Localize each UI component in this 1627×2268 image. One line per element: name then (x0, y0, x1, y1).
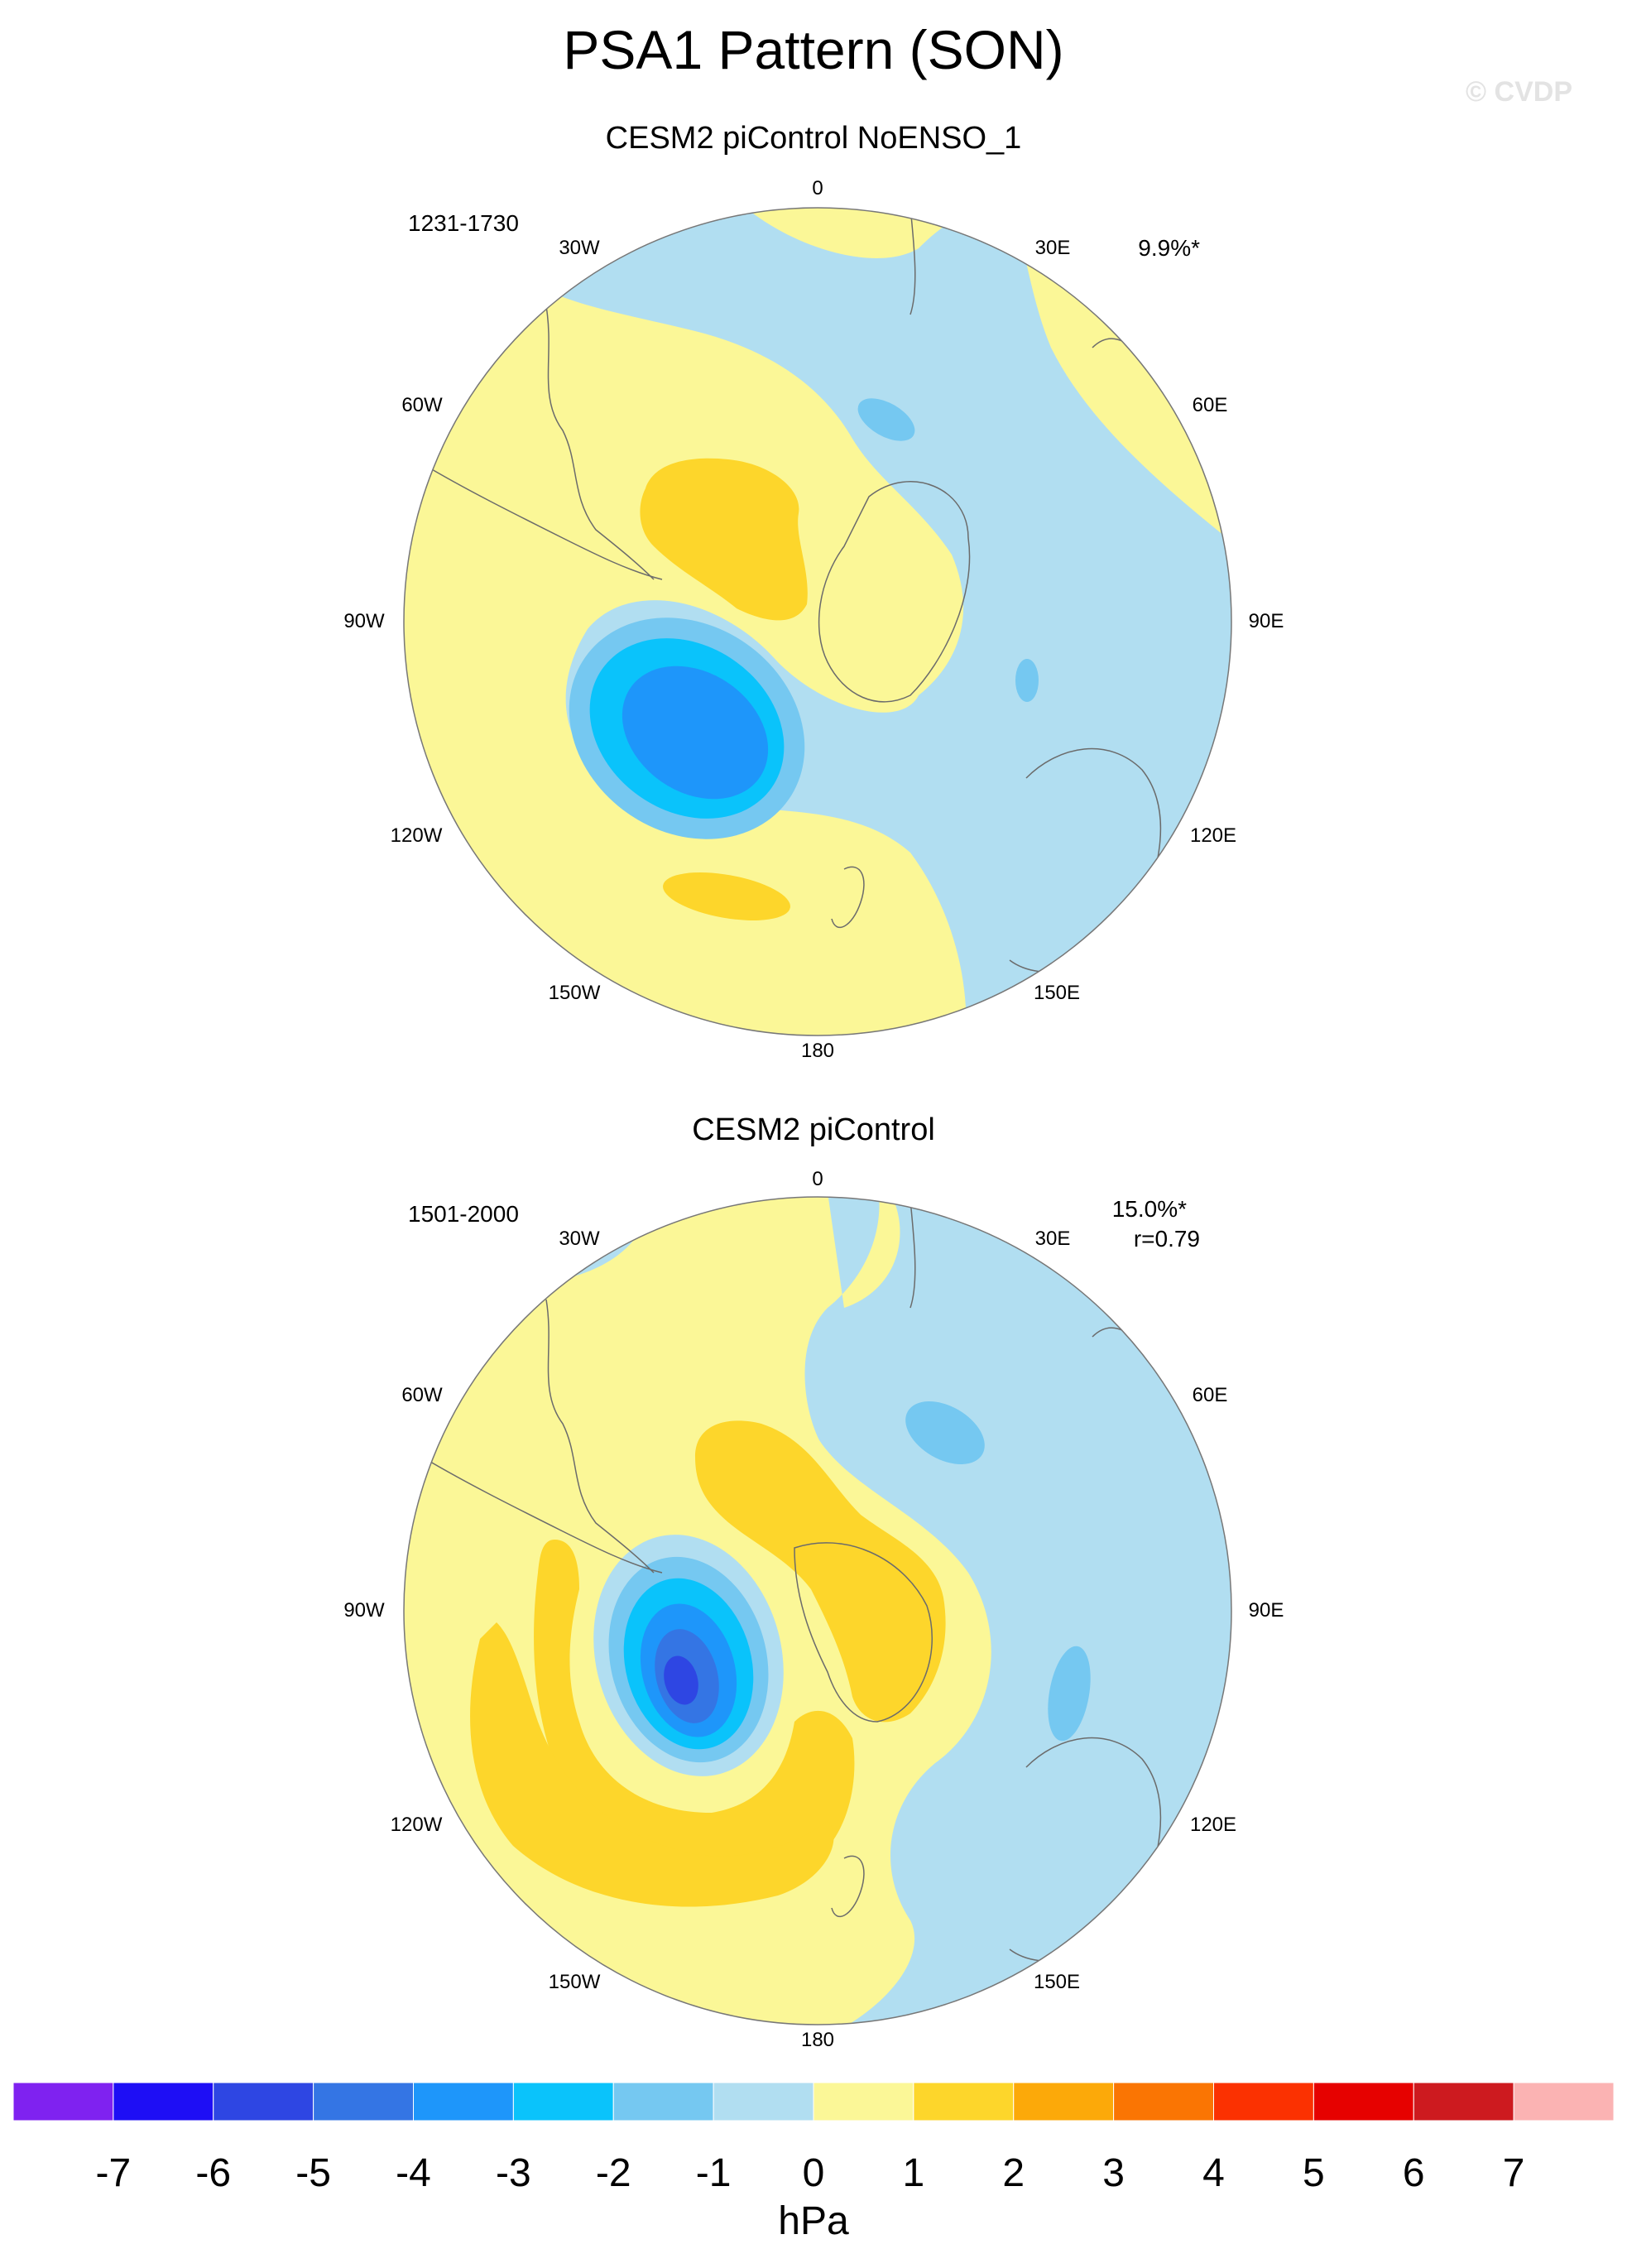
panel-2-lon-60w: 60W (401, 1384, 443, 1406)
colorbar-tick-label: -4 (396, 2151, 431, 2195)
panel-2-lon-120w: 120W (390, 1814, 443, 1836)
colorbar-tick-label: -3 (496, 2151, 531, 2195)
panel-1-contour-plus1-antarctic-peninsula (640, 458, 808, 621)
colorbar-tick-label: 4 (1202, 2151, 1225, 2195)
panel-2-negative-region (804, 1197, 1231, 2025)
panel-1-map-border (403, 207, 1232, 1036)
panel-1-title: CESM2 piControl NoENSO_1 (605, 121, 1022, 156)
colorbar-swatch (913, 2082, 1015, 2121)
panel-1-lon-60w: 60W (401, 394, 443, 416)
panel-2-lon-180: 180 (800, 2029, 835, 2051)
panel-2-contour-plus1-peninsula (695, 1420, 946, 1723)
panel-1-lon-150e: 150E (1033, 982, 1081, 1004)
panel-1-lon-60e: 60E (1192, 394, 1228, 416)
colorbar-swatch (213, 2082, 314, 2121)
panel-2-title: CESM2 piControl (692, 1112, 935, 1147)
colorbar-swatch (813, 2082, 914, 2121)
panel-2-lon-0: 0 (812, 1168, 823, 1190)
colorbar-tick-label: 1 (902, 2151, 925, 2195)
panel-2-negative-blob-indian (1048, 1646, 1091, 1742)
figure-title: PSA1 Pattern (SON) (563, 19, 1064, 80)
panel-2-lon-120e: 120E (1189, 1814, 1237, 1836)
panel-2-lon-30w: 30W (559, 1228, 600, 1250)
colorbar-tick-label: 2 (1002, 2151, 1025, 2195)
panel-1-map (404, 208, 1231, 1035)
panel-1-lon-30w: 30W (559, 237, 600, 259)
panel-2-correlation: r=0.79 (1133, 1226, 1200, 1252)
colorbar-tick-label: 3 (1102, 2151, 1125, 2195)
panel-2-lon-150e: 150E (1033, 1971, 1081, 1993)
panel-2-years: 1501-2000 (408, 1201, 519, 1227)
panel-2-lon-90e: 90E (1248, 1599, 1284, 1622)
panel-1-negative-blob-south-atlantic (857, 398, 915, 441)
watermark: © CVDP (1466, 76, 1572, 108)
colorbar-tick-label: -2 (595, 2151, 631, 2195)
panel-2-map (404, 1197, 1231, 2025)
colorbar-swatch (113, 2082, 214, 2121)
colorbar-swatch (313, 2082, 414, 2121)
panel-1-lon-0: 0 (812, 177, 823, 199)
panel-2-negative-blob-south-atlantic (905, 1401, 985, 1464)
panel-2-variance: 15.0%* (1111, 1196, 1187, 1222)
panel-1-contour-plus1-pacific (663, 872, 790, 920)
colorbar-tick-label: -7 (95, 2151, 132, 2195)
colorbar-swatch (1513, 2082, 1615, 2121)
colorbar-tick-label: 6 (1402, 2151, 1425, 2195)
panel-1-lon-150w: 150W (548, 982, 601, 1004)
colorbar-tick-label: -6 (195, 2151, 232, 2195)
panel-2-lon-60e: 60E (1192, 1384, 1228, 1406)
colorbar-swatch (12, 2082, 114, 2121)
colorbar-swatch (713, 2082, 814, 2121)
colorbar-swatch (1013, 2082, 1115, 2121)
panel-1-lon-120w: 120W (390, 824, 443, 847)
panel-2-lon-150w: 150W (548, 1971, 601, 1993)
panel-1-negative-region (530, 208, 1231, 1035)
panel-2-contour-minus6 (664, 1655, 698, 1705)
panel-1-negative-blob-indian (1015, 659, 1039, 702)
panel-1-lon-180: 180 (800, 1040, 835, 1062)
colorbar-tick-label: -5 (295, 2151, 331, 2195)
colorbar-swatch (612, 2082, 714, 2121)
panel-2-map-border (403, 1196, 1232, 2025)
panel-1-lon-120e: 120E (1189, 824, 1237, 847)
panel-1-variance: 9.9%* (1138, 235, 1200, 261)
colorbar-tick-label: 5 (1303, 2151, 1325, 2195)
colorbar-swatch (1113, 2082, 1214, 2121)
colorbar-swatch (1313, 2082, 1414, 2121)
panel-1-lon-30e: 30E (1034, 237, 1071, 259)
colorbar-tick-label: 7 (1502, 2151, 1525, 2195)
panel-1-lon-90e: 90E (1248, 610, 1284, 632)
colorbar-units: hPa (778, 2199, 849, 2243)
colorbar-swatch (1413, 2082, 1514, 2121)
panel-2-lon-90w: 90W (343, 1599, 385, 1622)
panel-1-lon-90w: 90W (343, 610, 385, 632)
colorbar-swatch (512, 2082, 614, 2121)
colorbar-tick-label: -1 (695, 2151, 732, 2195)
colorbar-tick-label: 0 (802, 2151, 825, 2195)
colorbar (12, 2082, 1615, 2121)
panel-1-contour-minus4 (622, 666, 769, 800)
panel-2-contour-plus1-south-pacific (470, 1622, 834, 1907)
panel-2-contour-plus1-horseshoe (534, 1540, 855, 1877)
colorbar-swatch (413, 2082, 514, 2121)
panel-2-lon-30e: 30E (1034, 1228, 1071, 1250)
panel-1-years: 1231-1730 (408, 210, 519, 236)
colorbar-swatch (1213, 2082, 1314, 2121)
